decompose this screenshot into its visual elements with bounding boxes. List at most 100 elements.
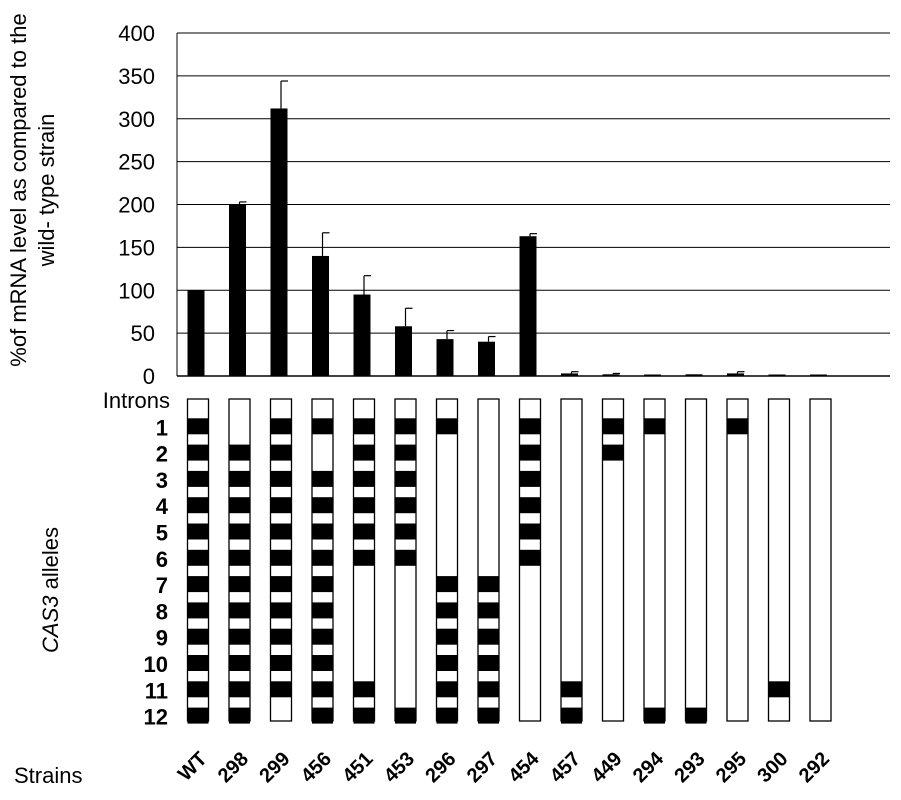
allele-columns xyxy=(186,398,832,724)
intron-present-block xyxy=(229,602,250,619)
intron-present-block xyxy=(270,628,292,645)
intron-present-block xyxy=(519,549,541,566)
y-axis-title-line2: wild- type strain xyxy=(34,114,59,268)
intron-present-block xyxy=(436,655,458,671)
intron-present-block xyxy=(187,523,209,540)
intron-present-block xyxy=(312,602,333,619)
intron-present-block xyxy=(478,602,499,619)
intron-present-block xyxy=(270,681,292,698)
intron-present-block xyxy=(602,444,624,461)
y-tick-label: 0 xyxy=(143,364,155,389)
intron-present-block xyxy=(353,707,375,724)
intron-label: 10 xyxy=(144,652,168,677)
allele-outline xyxy=(809,398,832,722)
intron-present-block xyxy=(395,444,416,461)
intron-present-block xyxy=(229,549,250,566)
intron-present-block xyxy=(270,655,292,671)
intron-present-block xyxy=(312,576,333,593)
intron-label: 4 xyxy=(156,494,169,519)
intron-present-block xyxy=(602,418,624,435)
intron-present-block xyxy=(229,576,250,593)
bar xyxy=(395,326,412,376)
allele-column xyxy=(186,398,210,724)
strain-label: 298 xyxy=(214,748,253,787)
strain-label: 292 xyxy=(795,748,834,787)
allele-column xyxy=(311,398,334,724)
strain-label: 457 xyxy=(546,748,585,787)
allele-column xyxy=(435,398,459,724)
intron-present-block xyxy=(312,549,333,566)
intron-label: 7 xyxy=(156,573,168,598)
cas3-alleles-label: CAS3 alleles xyxy=(38,527,63,653)
allele-outline xyxy=(767,398,791,722)
intron-label: 6 xyxy=(156,547,168,572)
intron-present-block xyxy=(353,681,375,698)
bar xyxy=(270,108,288,377)
allele-outline xyxy=(477,398,500,722)
bar xyxy=(602,374,620,376)
intron-present-block xyxy=(229,497,250,514)
intron-present-block xyxy=(395,470,416,487)
intron-present-block xyxy=(727,418,748,435)
intron-label: 8 xyxy=(156,599,168,624)
intron-present-block xyxy=(187,444,209,461)
strains-header: Strains xyxy=(14,763,82,788)
intron-present-block xyxy=(229,681,250,698)
allele-column xyxy=(726,398,749,722)
intron-present-block xyxy=(312,418,333,435)
intron-present-block xyxy=(436,418,458,435)
intron-present-block xyxy=(229,444,250,461)
intron-label: 5 xyxy=(156,521,168,546)
intron-present-block xyxy=(436,681,458,698)
intron-present-block xyxy=(187,602,209,619)
y-tick-label: 400 xyxy=(118,21,155,46)
intron-present-block xyxy=(644,418,665,435)
allele-column xyxy=(228,398,251,724)
introns-header: Introns xyxy=(103,388,170,413)
intron-present-block xyxy=(312,523,333,540)
intron-present-block xyxy=(187,681,209,698)
intron-present-block xyxy=(187,655,209,671)
allele-outline xyxy=(726,398,749,722)
intron-present-block xyxy=(312,470,333,487)
y-tick-label: 250 xyxy=(118,150,155,175)
allele-outline xyxy=(643,398,666,722)
intron-present-block xyxy=(312,497,333,514)
allele-column xyxy=(684,398,708,724)
bars xyxy=(187,108,827,377)
strain-label: 295 xyxy=(712,748,751,787)
intron-present-block xyxy=(768,681,790,698)
allele-column xyxy=(269,398,293,722)
intron-label: 12 xyxy=(144,705,168,730)
bar xyxy=(353,294,371,376)
intron-present-block xyxy=(187,549,209,566)
intron-present-block xyxy=(395,549,416,566)
intron-present-block xyxy=(187,418,209,435)
intron-present-block xyxy=(270,602,292,619)
intron-present-block xyxy=(312,681,333,698)
intron-present-block xyxy=(187,497,209,514)
intron-present-block xyxy=(270,418,292,435)
intron-present-block xyxy=(270,470,292,487)
intron-present-block xyxy=(395,523,416,540)
intron-present-block xyxy=(395,707,416,724)
allele-column xyxy=(767,398,791,722)
strain-label: 456 xyxy=(297,748,336,787)
error-bars xyxy=(238,80,745,375)
y-tick-label: 150 xyxy=(118,235,155,260)
intron-present-block xyxy=(353,444,375,461)
intron-present-block xyxy=(270,576,292,593)
intron-present-block xyxy=(353,523,375,540)
intron-present-block xyxy=(519,418,541,435)
strain-label: 297 xyxy=(463,748,502,787)
bar xyxy=(561,373,578,376)
intron-present-block xyxy=(436,576,458,593)
strain-label: 451 xyxy=(338,748,377,787)
intron-present-block xyxy=(436,628,458,645)
y-tick-label: 100 xyxy=(118,278,155,303)
allele-outline xyxy=(601,398,625,722)
alleles-word: alleles xyxy=(38,527,63,595)
intron-present-block xyxy=(229,628,250,645)
allele-column xyxy=(352,398,376,724)
